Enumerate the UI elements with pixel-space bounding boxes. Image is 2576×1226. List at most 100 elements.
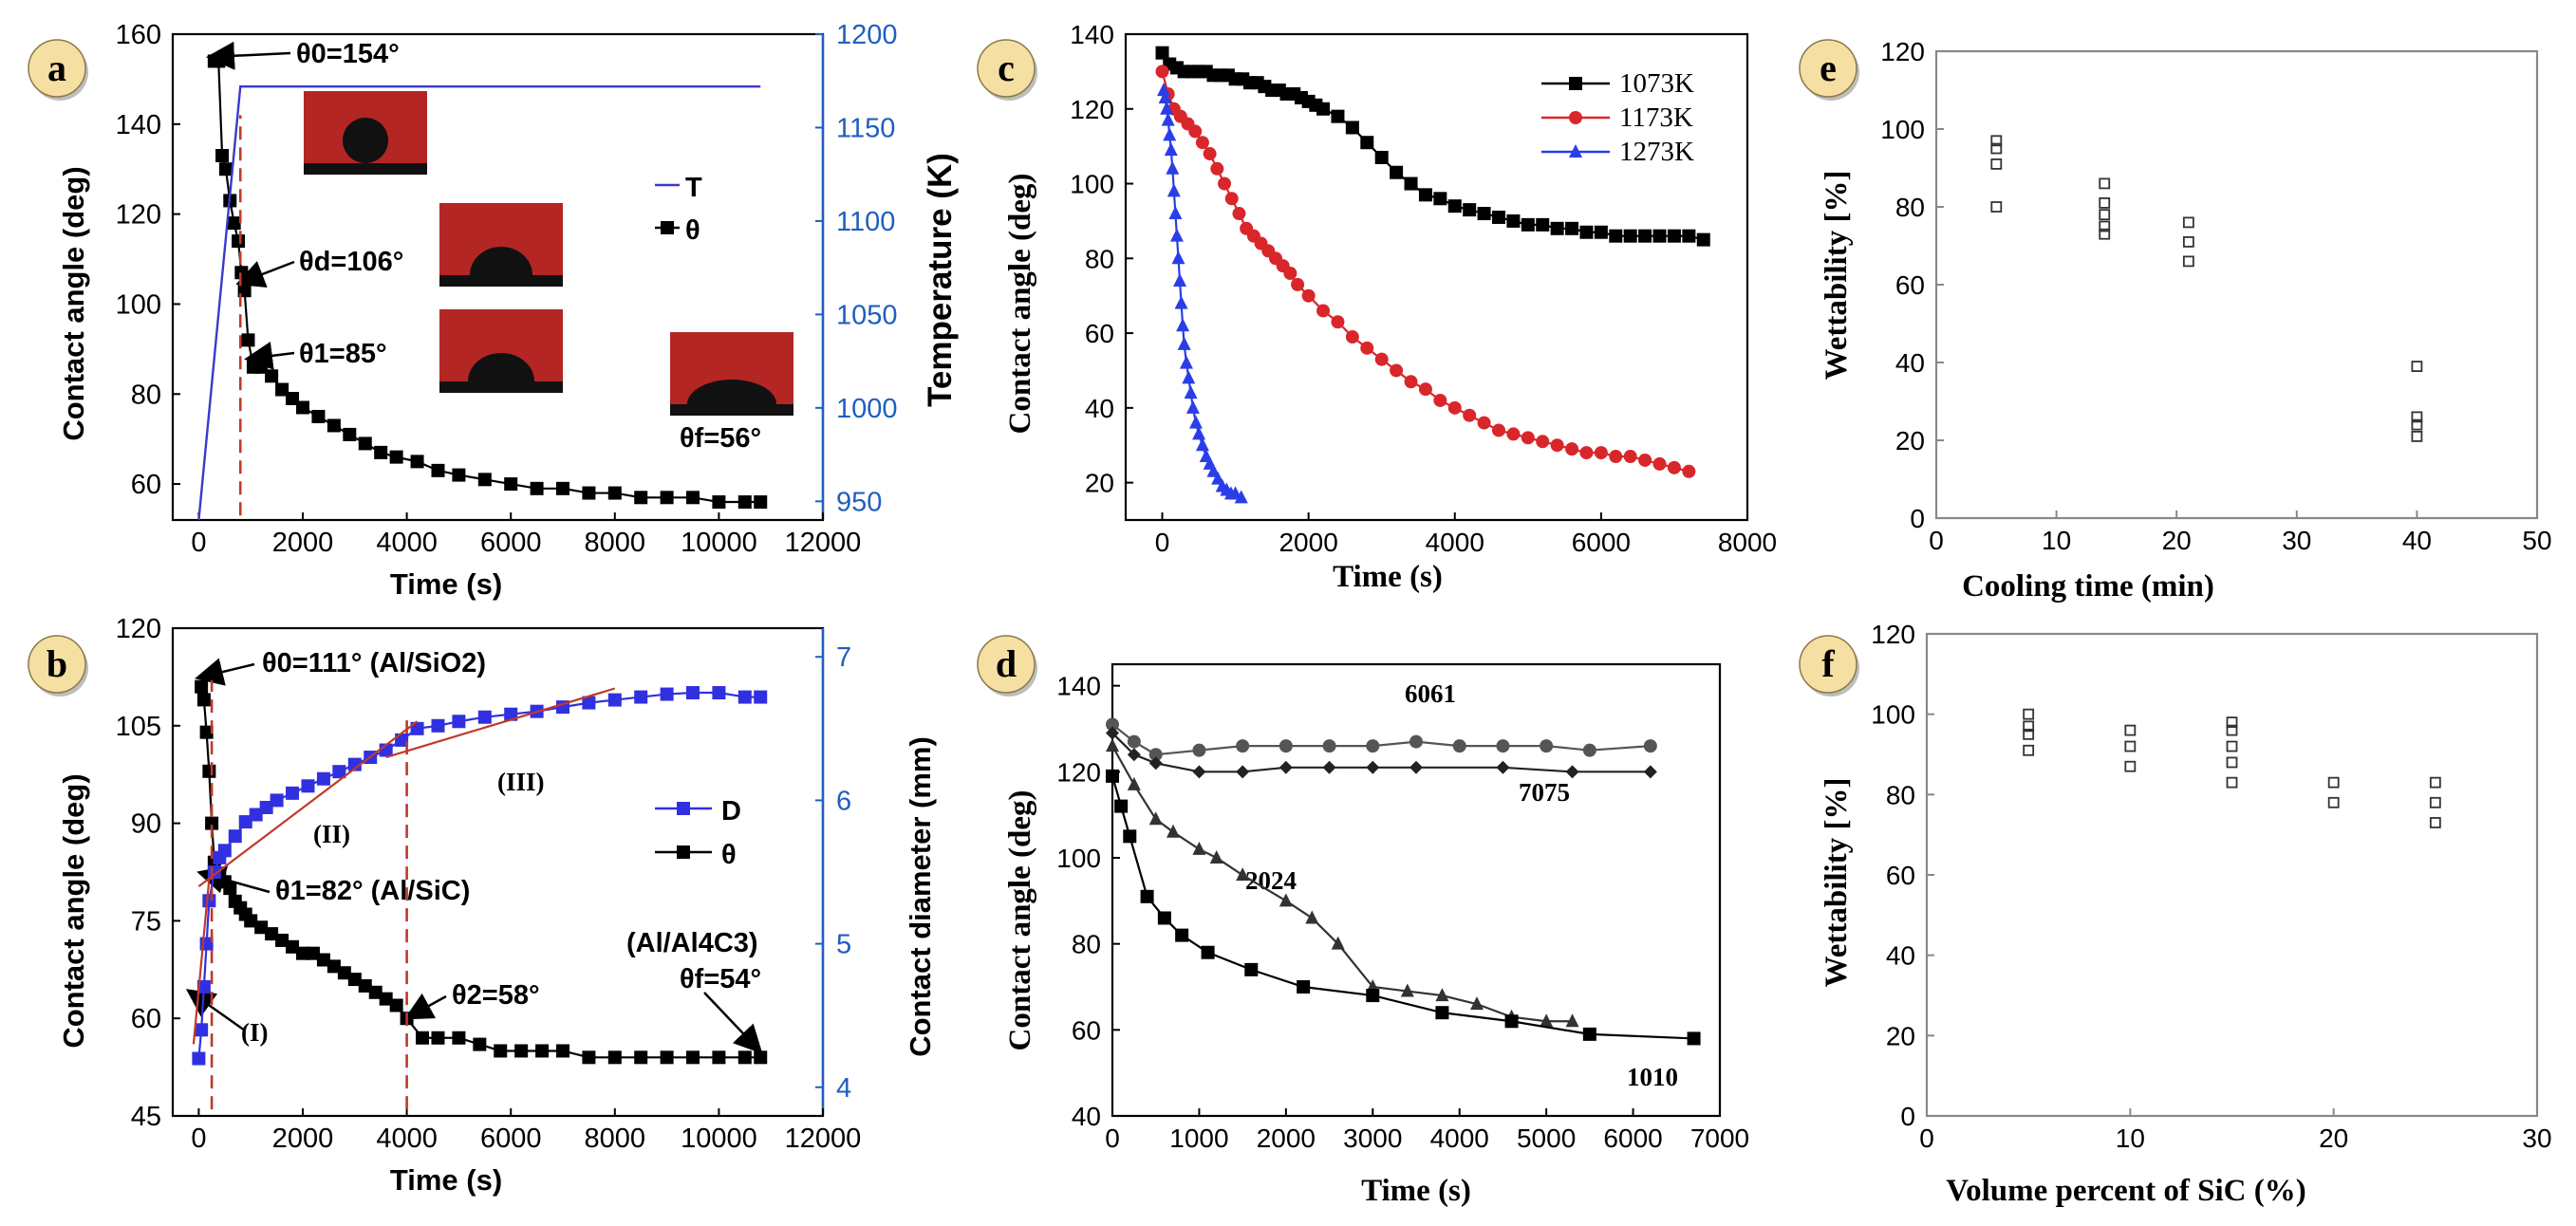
data-point: [1331, 315, 1345, 329]
y-tick-label: 90: [131, 809, 161, 840]
series-line: [197, 84, 761, 521]
panel-badges: a b c d e f: [28, 39, 1859, 697]
y-tick-label: 40: [1886, 941, 1915, 971]
data-point: [2124, 724, 2137, 736]
data-point: [1582, 1027, 1596, 1041]
y-tick-label: 40: [1085, 394, 1114, 423]
data-point: [1536, 217, 1550, 232]
data-point: [337, 966, 351, 980]
x-tick-label: 6000: [480, 1124, 542, 1154]
panel-b-ann-thetaf-text: θf=54°: [680, 964, 761, 994]
x-tick-label: 7000: [1690, 1124, 1749, 1153]
series-a-T: [197, 84, 761, 521]
data-point: [712, 686, 726, 700]
x-tick-label: 10: [2042, 526, 2071, 555]
series-a-: [207, 54, 768, 510]
data-point: [1173, 272, 1187, 287]
data-point: [1390, 363, 1404, 378]
data-point: [1565, 221, 1579, 235]
data-point: [1148, 756, 1163, 771]
data-point: [1316, 304, 1331, 318]
data-point: [265, 927, 279, 941]
fit-line-1: [197, 720, 419, 887]
data-point: [2023, 708, 2035, 720]
data-point: [196, 693, 211, 707]
legend-marker: [1569, 77, 1582, 90]
panel-badge-letter: e: [1820, 46, 1837, 89]
data-point: [1174, 295, 1188, 309]
data-point: [2411, 430, 2423, 442]
data-point: [1232, 207, 1246, 221]
data-point: [301, 779, 315, 793]
data-point: [2429, 776, 2441, 789]
x-tick-label: 2000: [1257, 1124, 1316, 1153]
data-point: [327, 959, 341, 974]
data-point: [1140, 889, 1154, 903]
data-point: [1638, 229, 1652, 243]
data-point: [1188, 124, 1203, 139]
data-point: [1536, 435, 1550, 449]
series-d-6061: [1106, 717, 1657, 762]
x-tick-label: 0: [191, 528, 206, 558]
data-point: [1418, 382, 1432, 397]
data-point: [1127, 776, 1141, 790]
panel-a-y2label: Temperature (K): [922, 153, 959, 407]
x-tick-label: 4000: [376, 528, 438, 558]
data-point: [1169, 228, 1184, 242]
panel-a-ann-theta0-text: θ0=154°: [296, 39, 400, 69]
x-tick-label: 6000: [1603, 1124, 1662, 1153]
data-point: [1176, 318, 1190, 332]
x-tick-label: 4000: [376, 1124, 438, 1154]
y-tick-label: 160: [116, 20, 161, 50]
panel-c-legend-1173: 1173K: [1619, 102, 1693, 133]
data-point: [1201, 945, 1215, 959]
data-point: [374, 445, 388, 459]
panel-b-arrow-region1: [185, 989, 246, 1032]
panel-b-legend-theta: θ: [721, 840, 737, 870]
data-point: [1106, 717, 1119, 732]
data-point: [1157, 83, 1171, 97]
data-point: [1521, 217, 1535, 232]
x-tick-label: 8000: [585, 1124, 646, 1154]
data-point: [1157, 911, 1171, 925]
panel-badge-a: a: [28, 39, 88, 101]
panel-c-legend-1073: 1073K: [1619, 68, 1694, 99]
panel-b-region-I: (I): [241, 1018, 269, 1047]
data-point: [1155, 65, 1169, 79]
x-tick-label: 10: [2116, 1124, 2145, 1153]
data-point: [477, 710, 492, 724]
panel-a-arrow-theta1: [244, 342, 295, 370]
y-tick-label: 120: [116, 200, 161, 231]
data-point: [234, 266, 249, 280]
data-point: [660, 1050, 674, 1065]
data-point: [1582, 743, 1596, 757]
data-point: [1148, 811, 1163, 826]
data-point: [582, 696, 596, 710]
panel-b-region-II: (II): [313, 820, 350, 848]
data-point: [2327, 776, 2340, 789]
data-point: [1106, 726, 1119, 740]
data-point: [607, 693, 622, 707]
x-tick-label: 3000: [1343, 1124, 1402, 1153]
data-point: [1463, 408, 1477, 422]
panel-c-legend-1273: 1273K: [1619, 137, 1694, 167]
data-point: [1322, 760, 1336, 774]
panel-a-xlabel: Time (s): [390, 567, 502, 601]
y-tick-label: 60: [1085, 319, 1114, 348]
data-point: [473, 1037, 487, 1051]
x-tick-label: 12000: [785, 528, 862, 558]
data-point: [358, 437, 372, 451]
y-tick-label: 80: [1085, 244, 1114, 273]
y-tick-label: 0: [1900, 1102, 1915, 1131]
panel-b-ann-alal4c3-text: (Al/Al4C3): [626, 928, 758, 958]
panel-badge-e: e: [1799, 39, 1859, 101]
data-point: [379, 992, 393, 1006]
y-tick-label: 60: [1072, 1015, 1101, 1045]
data-point: [2124, 760, 2137, 772]
data-point: [1297, 980, 1311, 994]
data-point: [1374, 150, 1389, 164]
data-point: [1236, 765, 1250, 779]
data-point: [1305, 910, 1319, 924]
x-tick-label: 10000: [681, 1124, 757, 1154]
panel-badge-circle: [977, 635, 1036, 694]
